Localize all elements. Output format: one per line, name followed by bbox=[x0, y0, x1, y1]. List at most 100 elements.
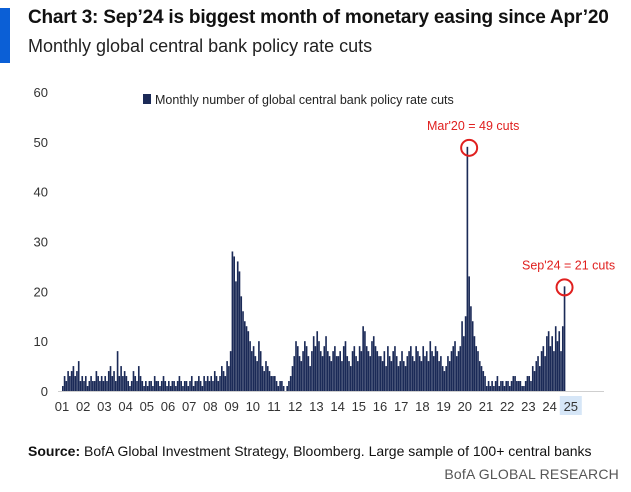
annotations: Mar'20 = 49 cuts Sep'24 = 21 cuts bbox=[427, 119, 615, 297]
bar bbox=[152, 386, 154, 391]
bar bbox=[376, 351, 379, 391]
bar bbox=[512, 376, 515, 391]
bar bbox=[448, 361, 451, 391]
bar bbox=[107, 371, 110, 391]
bar bbox=[219, 376, 221, 391]
bar bbox=[146, 386, 149, 391]
bar bbox=[187, 386, 190, 391]
bar bbox=[106, 381, 108, 391]
bar bbox=[291, 366, 294, 391]
x-tick-label: 06 bbox=[161, 399, 175, 414]
bar bbox=[155, 381, 158, 391]
x-axis: 01 02 03 04 05 06 07 08 09 10 11 12 13 14 15 16 17 18 19 20… bbox=[55, 396, 582, 415]
accent-bar bbox=[0, 8, 10, 63]
x-tick-label: 19 bbox=[436, 399, 450, 414]
bar bbox=[270, 376, 273, 391]
bar bbox=[549, 346, 552, 391]
bar bbox=[213, 371, 216, 391]
bar bbox=[304, 341, 306, 391]
source-label: Source: bbox=[28, 443, 81, 459]
bar bbox=[266, 366, 269, 391]
bar bbox=[300, 361, 303, 391]
x-tick-label: 15 bbox=[352, 399, 366, 414]
bar bbox=[222, 371, 225, 391]
bar bbox=[441, 366, 444, 391]
bar bbox=[69, 376, 71, 391]
bar bbox=[358, 346, 361, 391]
bar bbox=[443, 371, 446, 391]
bar bbox=[357, 361, 359, 391]
bar bbox=[561, 326, 564, 391]
y-tick-label: 30 bbox=[34, 235, 48, 250]
bar bbox=[385, 366, 387, 391]
bar bbox=[533, 371, 536, 391]
bar bbox=[455, 356, 458, 391]
bar bbox=[321, 356, 324, 391]
bar bbox=[341, 361, 343, 391]
bar bbox=[466, 146, 469, 391]
bar bbox=[178, 376, 181, 391]
bar bbox=[86, 386, 89, 391]
bar bbox=[122, 376, 124, 391]
bar bbox=[431, 351, 433, 391]
bar bbox=[201, 386, 204, 391]
y-tick-label: 0 bbox=[41, 384, 48, 399]
bar bbox=[445, 366, 447, 391]
y-tick-label: 50 bbox=[34, 135, 48, 150]
bar bbox=[258, 341, 260, 391]
bar bbox=[238, 271, 241, 391]
bar bbox=[153, 376, 156, 391]
x-tick-label: 02 bbox=[76, 399, 90, 414]
bar bbox=[454, 341, 456, 391]
bar bbox=[113, 371, 115, 391]
bar bbox=[171, 381, 174, 391]
bar bbox=[175, 386, 177, 391]
bar bbox=[192, 386, 195, 391]
bar bbox=[145, 381, 147, 391]
bar bbox=[281, 381, 283, 391]
bar bbox=[277, 386, 280, 391]
brand-logo-text: BofA GLOBAL RESEARCH bbox=[444, 466, 619, 482]
bar bbox=[383, 351, 386, 391]
y-tick-label: 60 bbox=[34, 85, 48, 100]
bar bbox=[510, 381, 513, 391]
bar bbox=[554, 326, 557, 391]
bar bbox=[480, 366, 483, 391]
bar bbox=[397, 366, 400, 391]
bar bbox=[436, 351, 439, 391]
bar bbox=[148, 381, 151, 391]
bar bbox=[365, 346, 368, 391]
bar bbox=[169, 386, 172, 391]
bar bbox=[526, 376, 529, 391]
bar bbox=[353, 346, 356, 391]
bar bbox=[422, 346, 425, 391]
bar bbox=[395, 356, 398, 391]
bar bbox=[464, 316, 467, 391]
bar bbox=[496, 376, 499, 391]
bar bbox=[335, 356, 338, 391]
bar bbox=[327, 351, 329, 391]
bar bbox=[93, 381, 96, 391]
bar bbox=[330, 361, 333, 391]
x-tick-label: 24 bbox=[542, 399, 556, 414]
bar bbox=[251, 351, 253, 391]
bar bbox=[478, 361, 481, 391]
bar bbox=[95, 371, 98, 391]
bar bbox=[556, 341, 559, 391]
bar bbox=[516, 381, 518, 391]
bar bbox=[130, 381, 133, 391]
bar bbox=[296, 346, 299, 391]
legend-swatch bbox=[143, 94, 151, 104]
x-tick-label: 05 bbox=[140, 399, 154, 414]
bar bbox=[245, 326, 248, 391]
annotation-circle bbox=[555, 278, 574, 297]
bar bbox=[141, 381, 144, 391]
x-tick-label: 13 bbox=[309, 399, 323, 414]
bar bbox=[408, 351, 410, 391]
bar bbox=[334, 346, 336, 391]
bar bbox=[289, 376, 292, 391]
bar bbox=[125, 376, 128, 391]
bar bbox=[100, 376, 103, 391]
bar bbox=[418, 356, 421, 391]
bar bbox=[539, 366, 541, 391]
